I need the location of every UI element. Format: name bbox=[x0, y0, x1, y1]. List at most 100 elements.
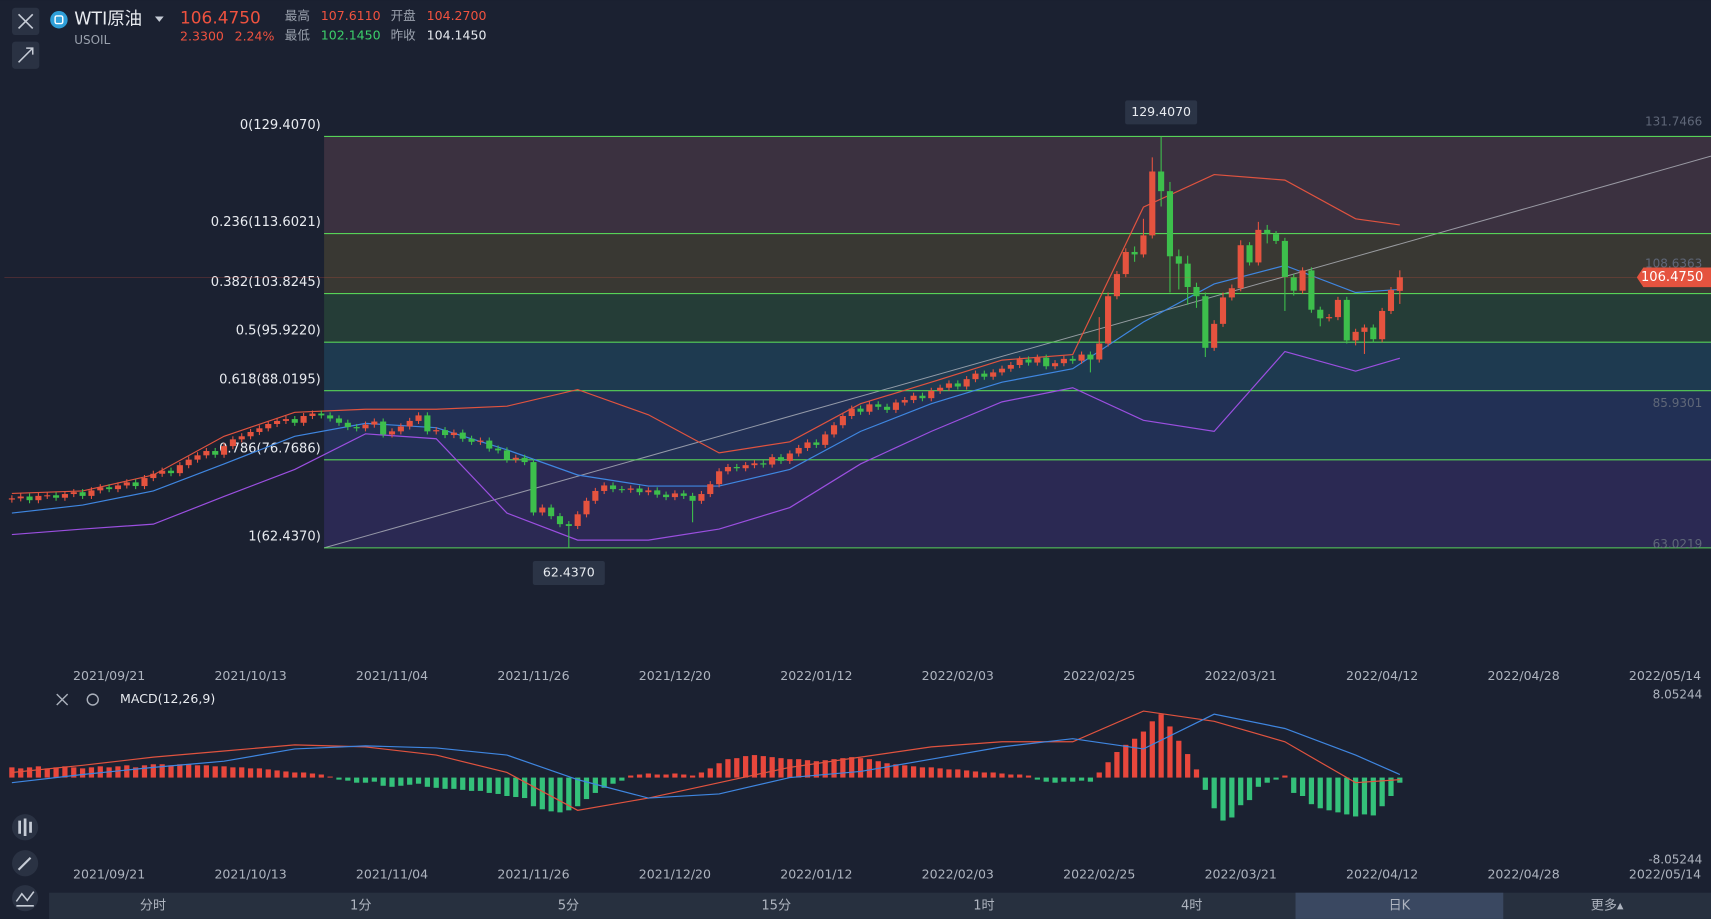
candle-body bbox=[857, 408, 864, 412]
candle-body bbox=[813, 442, 820, 445]
x-tick-label: 2021/11/26 bbox=[497, 668, 569, 683]
candle-body bbox=[786, 453, 793, 461]
macd-dif bbox=[11, 710, 1400, 811]
tab[interactable]: 日K bbox=[1389, 898, 1411, 913]
candle-body bbox=[141, 478, 148, 487]
candle-body bbox=[1343, 299, 1350, 341]
tab[interactable]: 1分 bbox=[350, 897, 371, 913]
candle-body bbox=[220, 446, 228, 455]
candle-body bbox=[1131, 251, 1138, 255]
macd-bar bbox=[636, 774, 643, 778]
y-tick-label: 63.0219 bbox=[1653, 537, 1703, 551]
macd-bar bbox=[698, 772, 705, 778]
candle-body bbox=[583, 500, 590, 515]
candle-body bbox=[335, 418, 343, 423]
candle-body bbox=[442, 430, 449, 436]
macd-bar bbox=[177, 764, 183, 778]
macd-bar bbox=[893, 764, 899, 778]
stat-value: 102.1450 bbox=[321, 28, 381, 43]
macd-bar bbox=[884, 763, 890, 778]
macd-bar bbox=[389, 777, 395, 787]
candle-body bbox=[132, 482, 139, 487]
candle-body bbox=[1255, 229, 1262, 263]
annotation-label: 62.4370 bbox=[543, 564, 595, 579]
macd-bar bbox=[796, 759, 802, 778]
macd-bar bbox=[1096, 772, 1102, 778]
macd-bar bbox=[1158, 714, 1164, 778]
candle-body bbox=[1034, 357, 1041, 363]
macd-bar bbox=[424, 777, 430, 787]
macd-bar bbox=[566, 777, 572, 811]
macd-bar bbox=[769, 757, 775, 778]
x-tick-label: 2021/12/20 bbox=[639, 668, 711, 683]
tab-selected[interactable] bbox=[1295, 892, 1504, 919]
macd-bar bbox=[734, 758, 740, 778]
candle-body bbox=[495, 448, 502, 451]
candle-body bbox=[1290, 277, 1297, 291]
candle-body bbox=[1202, 296, 1209, 348]
change: 2.3300 bbox=[180, 29, 224, 44]
macd-bar bbox=[910, 766, 917, 778]
x-tick-label: 2022/02/25 bbox=[1063, 867, 1135, 882]
candle-body bbox=[892, 402, 899, 410]
annotation-box bbox=[1125, 100, 1198, 125]
x-tick-label: 2022/04/12 bbox=[1346, 668, 1418, 683]
candle-body bbox=[1211, 323, 1218, 348]
macd-bar bbox=[186, 764, 192, 778]
macd-bar bbox=[150, 764, 156, 778]
fib-label: 1(62.4370) bbox=[248, 529, 321, 544]
macd-bar bbox=[133, 767, 139, 778]
candle-body bbox=[1396, 277, 1403, 291]
tab[interactable]: 更多▴ bbox=[1591, 896, 1624, 913]
macd-bar bbox=[1149, 721, 1155, 778]
macd-bar bbox=[194, 765, 201, 778]
candle-body bbox=[512, 457, 519, 460]
tab[interactable]: 15分 bbox=[761, 897, 791, 913]
macd-bar bbox=[857, 758, 864, 778]
macd-bar bbox=[300, 772, 307, 778]
tab[interactable]: 5分 bbox=[558, 897, 579, 913]
indicator-close[interactable] bbox=[56, 693, 69, 706]
tab[interactable]: 分时 bbox=[140, 897, 166, 913]
macd-bar bbox=[504, 777, 510, 796]
macd-bar bbox=[778, 758, 784, 778]
macd-bar bbox=[840, 758, 846, 778]
candle-body bbox=[1149, 171, 1156, 236]
candle-body bbox=[1308, 270, 1315, 310]
candle-body bbox=[53, 495, 60, 498]
macd-bar bbox=[990, 772, 996, 778]
dropdown-caret[interactable] bbox=[154, 16, 164, 22]
macd-bar bbox=[919, 767, 926, 778]
last-price: 106.4750 bbox=[180, 8, 261, 28]
macd-bar bbox=[380, 777, 386, 786]
macd-bar bbox=[1308, 777, 1315, 805]
macd-bar bbox=[1185, 754, 1191, 778]
candle-body bbox=[618, 489, 625, 491]
candle-body bbox=[760, 463, 767, 465]
macd-bar bbox=[831, 759, 837, 778]
tool-icon bbox=[18, 818, 32, 836]
fib-zone bbox=[324, 293, 1711, 343]
macd-bar bbox=[522, 777, 528, 799]
macd-bar bbox=[875, 761, 881, 778]
candle-body bbox=[539, 507, 546, 513]
macd-bar bbox=[1335, 777, 1341, 813]
macd-bar bbox=[18, 768, 24, 778]
indicator-settings[interactable] bbox=[86, 693, 99, 706]
candle-body bbox=[1281, 240, 1288, 278]
x-tick-label: 2022/02/25 bbox=[1063, 668, 1135, 683]
candle-body bbox=[123, 482, 130, 486]
candle-body bbox=[671, 493, 678, 498]
macd-bar bbox=[486, 777, 492, 793]
macd-bar bbox=[1299, 777, 1306, 796]
candle-body bbox=[963, 379, 970, 387]
symbol-name[interactable]: WTI原油 bbox=[74, 10, 142, 30]
tab[interactable]: 4时 bbox=[1181, 897, 1202, 913]
macd-bar bbox=[468, 777, 475, 791]
candle-body bbox=[645, 490, 652, 493]
candle-body bbox=[1113, 274, 1120, 297]
x-tick-label: 2022/04/28 bbox=[1487, 668, 1559, 683]
tab[interactable]: 1时 bbox=[973, 897, 994, 913]
macd-bar bbox=[575, 777, 581, 807]
x-tick-label: 2022/03/21 bbox=[1205, 668, 1277, 683]
